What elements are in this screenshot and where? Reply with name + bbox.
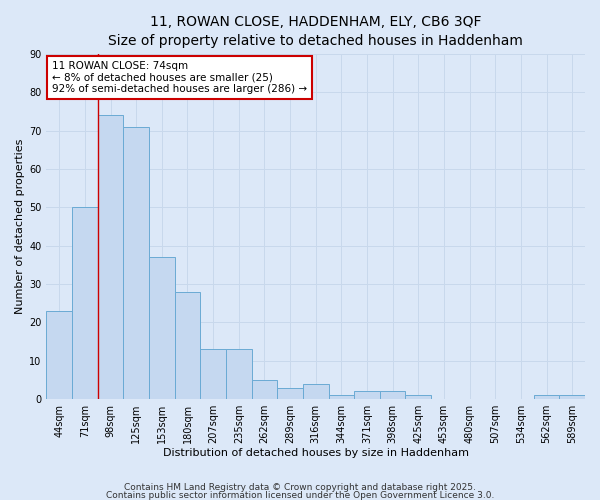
Title: 11, ROWAN CLOSE, HADDENHAM, ELY, CB6 3QF
Size of property relative to detached h: 11, ROWAN CLOSE, HADDENHAM, ELY, CB6 3QF… <box>108 15 523 48</box>
Bar <box>559 396 585 399</box>
Bar <box>98 115 124 399</box>
Bar <box>303 384 329 399</box>
Bar <box>277 388 303 399</box>
Text: 11 ROWAN CLOSE: 74sqm
← 8% of detached houses are smaller (25)
92% of semi-detac: 11 ROWAN CLOSE: 74sqm ← 8% of detached h… <box>52 60 307 94</box>
Text: Contains public sector information licensed under the Open Government Licence 3.: Contains public sector information licen… <box>106 490 494 500</box>
Bar <box>534 396 559 399</box>
X-axis label: Distribution of detached houses by size in Haddenham: Distribution of detached houses by size … <box>163 448 469 458</box>
Bar <box>226 349 251 399</box>
Bar <box>251 380 277 399</box>
Bar <box>149 257 175 399</box>
Y-axis label: Number of detached properties: Number of detached properties <box>15 139 25 314</box>
Bar <box>72 208 98 399</box>
Bar <box>124 126 149 399</box>
Text: Contains HM Land Registry data © Crown copyright and database right 2025.: Contains HM Land Registry data © Crown c… <box>124 484 476 492</box>
Bar <box>200 349 226 399</box>
Bar <box>46 311 72 399</box>
Bar <box>406 396 431 399</box>
Bar <box>380 392 406 399</box>
Bar <box>354 392 380 399</box>
Bar <box>329 396 354 399</box>
Bar <box>175 292 200 399</box>
